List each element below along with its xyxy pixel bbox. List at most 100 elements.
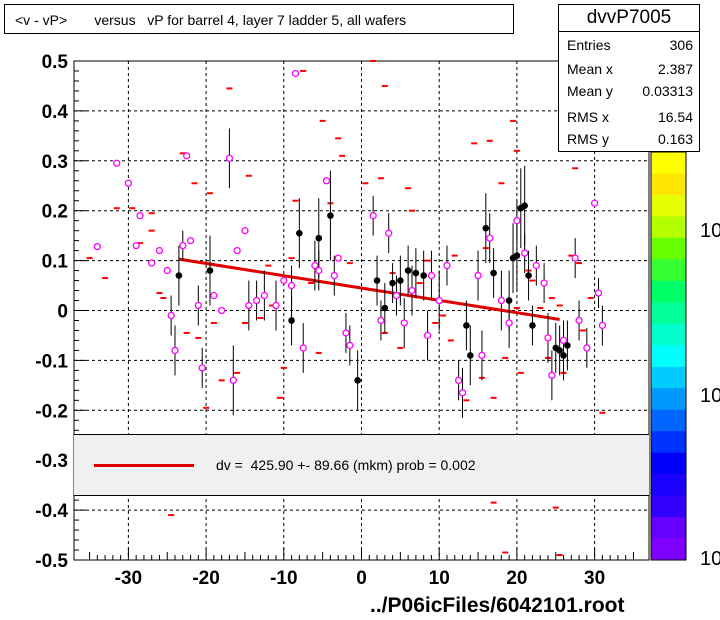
colorbar-swatch [651, 173, 686, 196]
y-tick-label: -0.4 [35, 501, 68, 522]
stats-row-rms-x: RMS x 16.54 [567, 109, 693, 131]
profile-point-open [369, 212, 377, 220]
title-box: <v - vP> versus vP for barrel 4, layer 7… [4, 4, 514, 34]
profile-point-filled [529, 322, 536, 329]
colorbar-swatch [651, 474, 686, 497]
colorbar-swatch [651, 259, 686, 282]
colorbar-frame [650, 151, 687, 561]
profile-point-filled [354, 377, 361, 384]
profile-point-open [544, 334, 552, 342]
profile-point-open [132, 241, 140, 250]
profile-point-open [575, 316, 583, 325]
profile-point-open [334, 254, 342, 262]
profile-point-filled [412, 269, 420, 277]
y-tick-label: -0.2 [35, 401, 68, 422]
profile-point-open [113, 159, 121, 167]
profile-point-open [287, 281, 296, 290]
profile-point-open [163, 266, 171, 275]
x-tick-label: -30 [115, 568, 142, 589]
colorbar-label: 10 [700, 385, 720, 407]
fit-line [178, 257, 560, 321]
stats-label: Mean x [567, 61, 613, 77]
stats-value: 306 [669, 37, 693, 53]
stats-label: RMS x [567, 109, 609, 125]
profile-point-open [583, 344, 591, 352]
chart-title: <v - vP> versus vP for barrel 4, layer 7… [15, 12, 407, 28]
profile-point-open [280, 276, 288, 285]
y-tick-label: 0.3 [42, 152, 68, 173]
y-tick-label: 0.2 [42, 202, 68, 223]
stats-title: dvvP7005 [559, 5, 699, 32]
stats-row-mean-y: Mean y 0.03313 [567, 83, 693, 105]
profile-point-open [299, 344, 307, 352]
x-tick-label: 20 [506, 568, 527, 589]
profile-point-open [194, 301, 202, 310]
profile-point-filled [525, 272, 532, 279]
profile-point-open [233, 246, 241, 255]
x-tick-label: 30 [584, 568, 605, 589]
y-tick-label: 0.4 [42, 102, 69, 123]
profile-point-open [435, 296, 443, 305]
profile-point-open [260, 291, 269, 300]
profile-point-filled [327, 212, 334, 219]
profile-point-open [171, 346, 179, 355]
profile-point-open [217, 306, 226, 315]
profile-point-open [93, 242, 101, 251]
profile-point-open [532, 261, 540, 270]
file-label: ../P06icFiles/6042101.root [370, 594, 625, 617]
profile-point-open [548, 371, 556, 380]
x-tick-label: -10 [270, 568, 297, 589]
x-tick-label: -20 [192, 568, 219, 589]
profile-point-filled [175, 272, 183, 279]
colorbar-label: 10 [700, 548, 720, 570]
profile-point-open [330, 271, 338, 280]
profile-point-open [513, 217, 521, 225]
profile-point-filled [521, 202, 528, 210]
profile-point-filled [315, 234, 323, 242]
profile-point-open [590, 199, 599, 207]
profile-point-open [155, 246, 164, 255]
profile-point-filled [381, 304, 389, 312]
profile-point-open [136, 212, 144, 220]
axis-layer: -30 -20 -10 0 10 20 30 -0.5 -0.4 -0.3 -0.2 -0.1 0 0.1… [35, 52, 634, 589]
profile-point-open [291, 69, 300, 78]
profile-point-filled [505, 297, 513, 304]
stats-label: RMS y [567, 131, 609, 147]
profile-point-open [167, 311, 175, 320]
stats-label: Mean y [567, 83, 613, 99]
profile-point-filled [463, 322, 470, 329]
profile-point-filled [373, 277, 381, 284]
colorbar-swatch [651, 431, 686, 454]
profile-point-open [594, 289, 603, 297]
y-tick-label: 0.1 [42, 252, 69, 273]
profile-point-open [124, 179, 133, 187]
profile-point-filled [466, 352, 474, 359]
colorbar [650, 151, 687, 561]
colorbar-swatch [651, 152, 686, 174]
colorbar-swatch [651, 388, 686, 411]
colorbar-swatch [651, 495, 686, 518]
profile-point-open [210, 291, 218, 300]
profile-point-open [183, 152, 191, 160]
profile-point-open [454, 376, 463, 385]
profile-point-open [179, 241, 187, 250]
colorbar-swatch [651, 194, 686, 217]
profile-point-open [521, 249, 529, 257]
profile-point-open [315, 266, 323, 275]
profile-point-open [392, 291, 401, 300]
profile-point-open [252, 296, 261, 305]
profile-point-open [598, 321, 607, 330]
profile-point-open [571, 254, 579, 262]
colorbar-swatch [651, 538, 686, 561]
profile-point-filled [482, 224, 490, 232]
colorbar-swatch [651, 345, 686, 368]
profile-point-open [427, 271, 436, 280]
y-tick-label: -0.1 [35, 351, 68, 372]
profile-point-open [311, 261, 319, 270]
profile-point-filled [389, 279, 396, 287]
stats-row-entries: Entries 306 [567, 37, 693, 59]
stats-row-mean-x: Mean x 2.387 [567, 61, 693, 83]
profile-point-filled [560, 352, 567, 359]
stats-label: Entries [567, 37, 611, 53]
profile-point-open [385, 229, 393, 237]
